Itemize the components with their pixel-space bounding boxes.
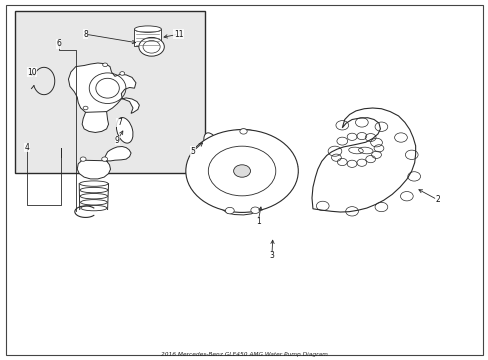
Ellipse shape <box>264 156 268 159</box>
Polygon shape <box>311 108 415 212</box>
Text: 7: 7 <box>117 118 122 127</box>
Ellipse shape <box>80 157 86 161</box>
Ellipse shape <box>264 187 268 190</box>
Text: 8: 8 <box>83 30 88 39</box>
Polygon shape <box>134 29 161 46</box>
Polygon shape <box>68 63 139 114</box>
Text: 9: 9 <box>115 136 120 145</box>
Text: 10: 10 <box>27 68 37 77</box>
Ellipse shape <box>203 133 219 157</box>
Ellipse shape <box>102 157 107 161</box>
Polygon shape <box>77 147 131 179</box>
Ellipse shape <box>185 130 298 212</box>
Polygon shape <box>221 196 262 215</box>
Ellipse shape <box>116 117 133 143</box>
Ellipse shape <box>80 194 107 199</box>
Ellipse shape <box>102 63 107 67</box>
Ellipse shape <box>83 106 88 110</box>
Ellipse shape <box>208 146 275 196</box>
Ellipse shape <box>239 129 246 134</box>
Ellipse shape <box>139 37 164 56</box>
Ellipse shape <box>81 199 107 205</box>
Ellipse shape <box>250 207 259 213</box>
Ellipse shape <box>225 207 234 214</box>
Polygon shape <box>227 129 260 148</box>
Ellipse shape <box>248 179 252 182</box>
Ellipse shape <box>80 181 108 186</box>
Text: 2: 2 <box>434 195 439 204</box>
Text: 3: 3 <box>269 251 274 260</box>
Polygon shape <box>82 112 108 132</box>
Text: 5: 5 <box>190 147 195 156</box>
Ellipse shape <box>280 179 284 182</box>
Text: 1: 1 <box>255 217 260 226</box>
Text: 11: 11 <box>173 30 183 39</box>
FancyBboxPatch shape <box>15 11 205 173</box>
Ellipse shape <box>134 26 161 32</box>
Ellipse shape <box>243 153 289 192</box>
Text: 4: 4 <box>24 143 29 152</box>
Text: 2016 Mercedes-Benz GLE450 AMG Water Pump Diagram: 2016 Mercedes-Benz GLE450 AMG Water Pump… <box>161 352 327 357</box>
Ellipse shape <box>233 165 250 177</box>
Ellipse shape <box>120 72 124 75</box>
Ellipse shape <box>248 164 252 166</box>
Text: 6: 6 <box>56 40 61 49</box>
Ellipse shape <box>280 164 284 166</box>
Ellipse shape <box>81 206 107 211</box>
Ellipse shape <box>80 188 107 193</box>
